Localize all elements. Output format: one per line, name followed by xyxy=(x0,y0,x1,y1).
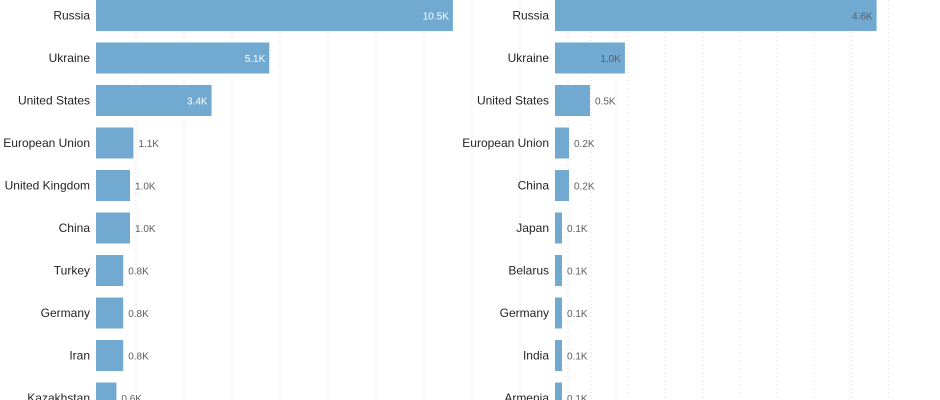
right-bar[interactable] xyxy=(555,42,625,74)
left-category-label: Iran xyxy=(69,349,90,363)
left-category-label: Germany xyxy=(41,306,90,320)
left-bar[interactable] xyxy=(96,297,124,329)
right-bar[interactable] xyxy=(555,170,569,201)
right-value-label: 0.1K xyxy=(567,394,588,400)
right-bar[interactable] xyxy=(555,127,569,159)
right-bar-chart: Russia 4.6K Ukraine 1.0K United States 0.5K Eu… xyxy=(462,0,890,400)
right-category-label: India xyxy=(523,349,549,363)
right-bar[interactable] xyxy=(555,0,877,31)
right-value-label: 1.0K xyxy=(600,54,621,65)
left-category-label: United States xyxy=(18,94,90,108)
left-category-label: Russia xyxy=(53,9,90,23)
right-category-label: United States xyxy=(477,94,549,108)
left-bar[interactable] xyxy=(96,382,117,400)
right-category-label: Belarus xyxy=(508,264,549,278)
left-bar[interactable] xyxy=(96,42,270,74)
right-category-label: China xyxy=(518,179,550,193)
right-bar[interactable] xyxy=(555,85,590,116)
left-category-label: Kazakhstan xyxy=(27,391,90,400)
left-value-label: 0.6K xyxy=(121,394,142,400)
left-value-label: 3.4K xyxy=(187,97,208,108)
left-bar[interactable] xyxy=(96,170,130,201)
left-category-label: United Kingdom xyxy=(5,179,90,193)
left-value-label: 1.0K xyxy=(135,224,156,235)
right-category-label: Russia xyxy=(512,9,549,23)
right-value-label: 0.1K xyxy=(567,352,588,363)
right-bar[interactable] xyxy=(555,297,562,329)
left-value-label: 10.5K xyxy=(423,12,449,23)
right-category-label: Ukraine xyxy=(508,51,550,65)
left-value-label: 1.1K xyxy=(138,139,159,150)
right-category-label: European Union xyxy=(462,136,549,150)
left-value-label: 0.8K xyxy=(128,267,149,278)
left-value-label: 0.8K xyxy=(128,352,149,363)
right-bar[interactable] xyxy=(555,382,562,400)
right-value-label: 4.6K xyxy=(852,12,873,23)
right-bar[interactable] xyxy=(555,255,562,286)
left-bar-chart: Russia 10.5K Ukraine 5.1K United States 3.4K E… xyxy=(3,0,617,400)
right-category-label: Armenia xyxy=(504,391,549,400)
left-bar[interactable] xyxy=(96,255,124,286)
right-value-label: 0.2K xyxy=(574,139,595,150)
left-category-label: European Union xyxy=(3,136,90,150)
left-bar[interactable] xyxy=(96,127,134,159)
right-bar[interactable] xyxy=(555,212,562,244)
right-value-label: 0.2K xyxy=(574,182,595,193)
left-category-label: China xyxy=(59,221,91,235)
left-category-label: Ukraine xyxy=(49,51,91,65)
right-category-label: Japan xyxy=(516,221,549,235)
left-bar[interactable] xyxy=(96,0,453,31)
left-bar[interactable] xyxy=(96,85,212,116)
right-bar[interactable] xyxy=(555,340,562,371)
left-value-label: 1.0K xyxy=(135,182,156,193)
left-category-label: Turkey xyxy=(54,264,90,278)
right-value-label: 0.1K xyxy=(567,267,588,278)
right-value-label: 0.5K xyxy=(595,97,616,108)
right-category-label: Germany xyxy=(500,306,549,320)
left-bar[interactable] xyxy=(96,212,130,244)
left-bar[interactable] xyxy=(96,340,124,371)
right-value-label: 0.1K xyxy=(567,224,588,235)
left-value-label: 0.8K xyxy=(128,309,149,320)
right-value-label: 0.1K xyxy=(567,309,588,320)
left-value-label: 5.1K xyxy=(245,54,266,65)
